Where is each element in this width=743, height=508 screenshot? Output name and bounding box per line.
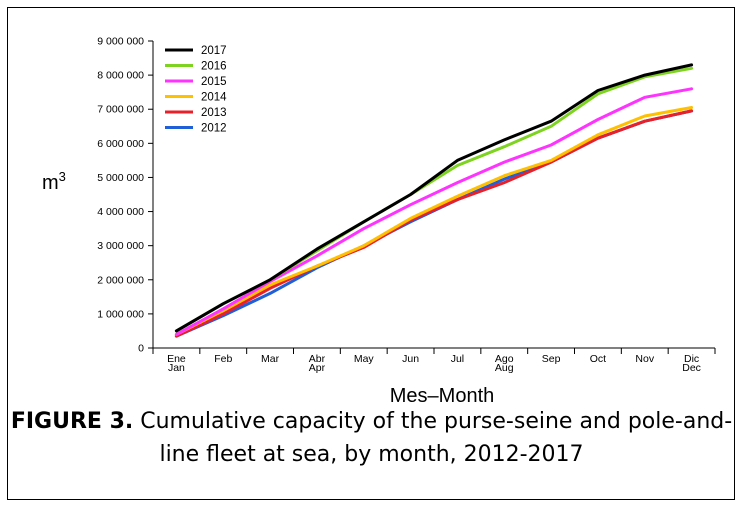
y-tick-label: 4 000 000 [97, 206, 144, 218]
y-tick-label: 5 000 000 [97, 172, 144, 184]
y-tick-label: 6 000 000 [97, 138, 144, 150]
legend-label-2017: 2017 [201, 45, 227, 57]
y-tick-label: 0 [138, 343, 144, 355]
x-axis-label: Mes–Month [390, 385, 495, 405]
series-line-2012 [174, 109, 694, 338]
x-tick-label: Dic Dec [682, 353, 701, 374]
x-tick-label: May [354, 353, 375, 365]
x-tick-label: Oct [590, 353, 606, 365]
series-line-2013 [174, 109, 694, 338]
series-line-2017 [174, 63, 694, 333]
x-tick-label: Abr Apr [309, 353, 326, 374]
chart-legend: 2017 2016 2015 2014 2013 2012 [165, 45, 227, 135]
y-tick-label: 3 000 000 [97, 240, 144, 252]
x-tick-label: Ago Aug [495, 353, 514, 374]
y-tick-label: 1 000 000 [97, 308, 144, 320]
caption-label: FIGURE 3. [10, 409, 134, 434]
y-axis-label: m3 [42, 169, 66, 194]
y-tick-label: 7 000 000 [97, 104, 144, 116]
x-tick-label: Mar [261, 353, 280, 365]
legend-label-2016: 2016 [201, 61, 227, 73]
figure-caption: FIGURE 3. Cumulative capacity of the pur… [0, 405, 743, 471]
x-tick-label: Jun [402, 353, 419, 365]
x-tick-label: Jul [451, 353, 464, 365]
legend-label-2014: 2014 [201, 92, 227, 104]
y-tick-label: 9 000 000 [97, 36, 144, 48]
legend-label-2012: 2012 [201, 123, 227, 135]
series-line-2014 [174, 106, 694, 336]
y-tick-label: 8 000 000 [97, 70, 144, 82]
x-tick-label: Sep [542, 353, 561, 365]
x-tick-label: Nov [635, 353, 654, 365]
y-tick-label: 2 000 000 [97, 274, 144, 286]
legend-label-2015: 2015 [201, 76, 227, 88]
legend-label-2013: 2013 [201, 107, 227, 119]
series-line-2015 [174, 87, 694, 336]
chart-ticks: 0 1 000 000 2 000 000 3 000 000 4 000 000 5 0… [97, 36, 716, 374]
x-tick-label: Feb [214, 353, 232, 365]
x-tick-label: Ene Jan [167, 353, 186, 374]
caption-text: Cumulative capacity of the purse-seine a… [140, 409, 733, 467]
line-chart: 0 1 000 000 2 000 000 3 000 000 4 000 000 5 0… [42, 36, 716, 405]
chart-lines [174, 63, 694, 338]
